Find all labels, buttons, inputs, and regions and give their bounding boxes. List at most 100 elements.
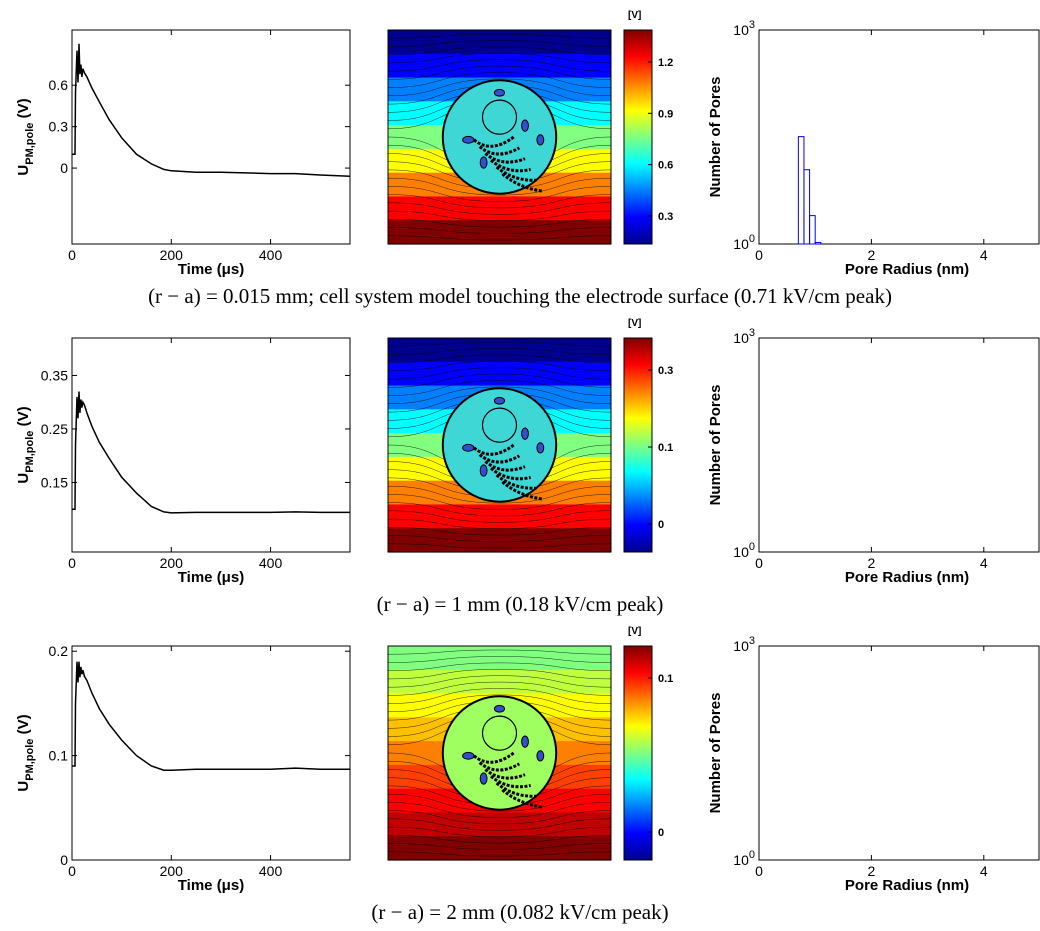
colorbar-tick-label: 0.1: [658, 442, 673, 454]
y-tick-base: 10: [733, 22, 749, 38]
field-contour: [387, 227, 612, 234]
plot-frame: [71, 645, 351, 861]
field-contour: [387, 688, 612, 704]
y-tick-label: 103: [733, 19, 755, 38]
reticulum-chain: [473, 443, 515, 456]
field-contour: [387, 53, 612, 64]
field-contour: [387, 694, 612, 713]
field-contour: [387, 851, 612, 857]
y-tick-label: 0.1: [49, 748, 69, 764]
colorbar-tick-label: 0.9: [658, 108, 673, 120]
field-contour: [387, 485, 612, 504]
y-tick-label: 0.35: [41, 367, 68, 383]
field-contour: [387, 348, 612, 355]
y-tick-exponent: 0: [749, 541, 755, 553]
field-contour: [387, 354, 612, 363]
y-axis-title-sub: PM,pole: [24, 431, 36, 473]
field-contour: [387, 65, 612, 80]
cell-nucleus: [481, 407, 518, 443]
x-tick-label: 4: [980, 555, 988, 571]
y-axis-title-sub: PM,pole: [24, 123, 36, 165]
histogram-frame: [758, 645, 1040, 861]
x-axis-title: Time (μs): [178, 261, 244, 278]
y-axis-title: UPM,pole (V): [15, 406, 36, 483]
field-contour: [387, 72, 612, 88]
field-band: [388, 338, 611, 363]
histogram-bar: [814, 241, 822, 245]
y-tick-exponent: 3: [749, 327, 755, 339]
histogram-frame: [758, 29, 1040, 245]
y-tick-base: 10: [733, 638, 749, 654]
organelle: [536, 442, 545, 454]
histogram-bar: [803, 169, 811, 245]
field-contour: [387, 33, 612, 39]
voltage-series-line: [72, 43, 351, 178]
colorbar-scale: [623, 645, 653, 861]
field-contour: [387, 649, 612, 655]
field-contour: [387, 675, 612, 688]
field-band: [388, 528, 611, 553]
x-tick-label: 400: [259, 863, 283, 879]
field-contour: [387, 46, 612, 55]
field-contour: [387, 835, 612, 844]
reticulum-chain: [484, 460, 526, 472]
y-tick-label: 103: [733, 327, 755, 346]
histogram-bar: [809, 215, 816, 245]
voltage-plot: 0 200 400 0.15 0.25 0.35 Time (μs) UPM,pole (V): [15, 337, 351, 586]
voltage-plot: 0 200 400 0 0.1 0.2 Time (μs) UPM,pole (V): [15, 643, 351, 894]
voltage-plot: 0 200 400 0 0.3 0.6 Time (μs) UPM,pole (V): [15, 29, 351, 278]
colorbar-tick-label: 0.3: [658, 365, 673, 377]
field-band: [388, 30, 611, 55]
potential-field-map: [387, 337, 612, 553]
y-tick-label: 100: [733, 849, 755, 868]
colorbar-scale: [623, 337, 653, 553]
cell-nucleus: [481, 715, 518, 751]
row-caption: (r − a) = 2 mm (0.082 kV/cm peak): [371, 900, 668, 924]
field-contour: [387, 210, 612, 221]
organelle: [493, 88, 506, 97]
field-contour: [387, 177, 612, 196]
organelle: [521, 119, 529, 132]
y-axis-title-main: U: [15, 473, 32, 484]
y-axis-title: UPM,pole (V): [15, 714, 36, 791]
field-contour: [387, 527, 612, 536]
field-contour: [387, 380, 612, 396]
field-contour: [387, 818, 612, 831]
organelle: [536, 750, 545, 762]
field-contour: [387, 386, 612, 405]
field-contour: [387, 810, 612, 825]
x-tick-label: 2: [868, 247, 876, 263]
y-tick-exponent: 3: [749, 19, 755, 31]
y-axis-title-main: U: [15, 781, 32, 792]
y-axis-title: Number of Pores: [707, 385, 724, 506]
field-contour: [387, 194, 612, 209]
organelle: [521, 735, 529, 748]
organelle: [536, 134, 545, 146]
field-contour: [387, 518, 612, 529]
y-tick-label: 0: [60, 160, 68, 176]
colorbar-tick-label: 1.2: [658, 57, 673, 69]
field-contour: [387, 78, 612, 97]
y-axis-title-unit: (V): [15, 98, 32, 122]
field-contour: [387, 826, 612, 837]
x-tick-label: 4: [980, 863, 988, 879]
organelle: [462, 443, 475, 452]
x-tick-label: 400: [259, 247, 283, 263]
reticulum-chain: [484, 768, 526, 780]
y-tick-label: 0.15: [41, 474, 68, 490]
y-axis-title-unit: (V): [15, 406, 32, 430]
field-contour: [387, 843, 612, 850]
field-contour: [387, 367, 612, 380]
x-tick-label: 0: [755, 247, 763, 263]
y-tick-label: 100: [733, 541, 755, 560]
y-axis-title-main: U: [15, 165, 32, 176]
x-tick-label: 0: [755, 555, 763, 571]
organelle: [493, 704, 506, 713]
y-axis-title: Number of Pores: [707, 77, 724, 198]
x-axis-title: Pore Radius (nm): [845, 261, 969, 278]
field-contour: [387, 494, 612, 510]
field-contour: [387, 186, 612, 202]
